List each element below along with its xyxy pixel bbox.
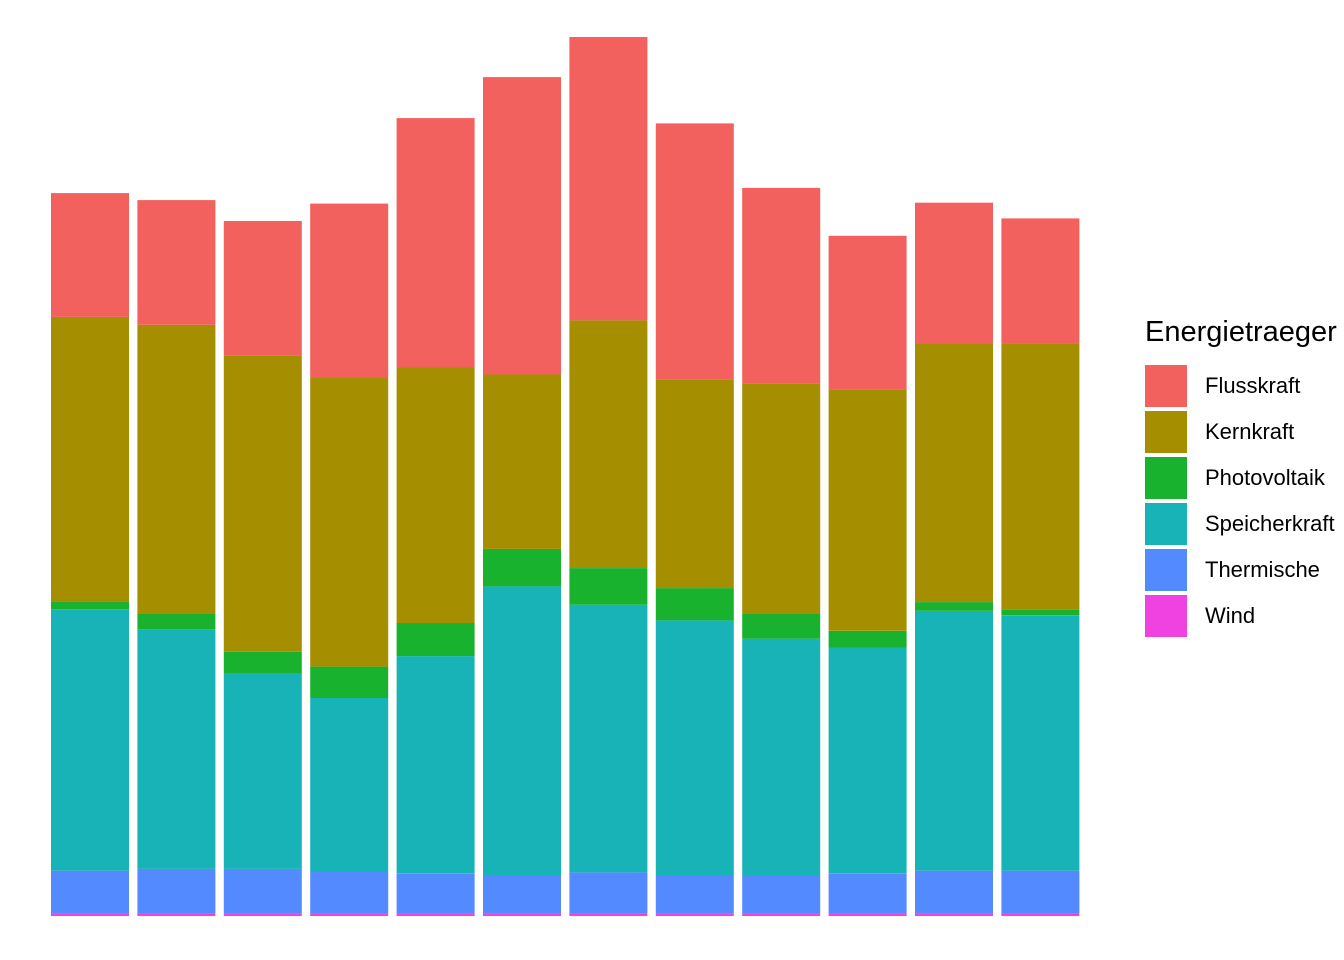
legend-key-speicherkraft: [1145, 503, 1187, 545]
legend-key-photovoltaik: [1145, 457, 1187, 499]
stacked-bar-chart: [51, 37, 1080, 916]
bar-thermische-6: [483, 875, 561, 914]
bar-speicherkraft-4: [310, 698, 389, 872]
bar-photovoltaik-3: [223, 651, 302, 674]
legend-label-photovoltaik: Photovoltaik: [1205, 465, 1325, 490]
bar-speicherkraft-6: [483, 586, 561, 875]
bar-wind-4: [310, 913, 389, 916]
bar-speicherkraft-5: [396, 656, 475, 874]
bar-speicherkraft-12: [1001, 615, 1080, 871]
bar-flusskraft-2: [137, 200, 216, 325]
legend-key-kernkraft: [1145, 411, 1187, 453]
bar-photovoltaik-5: [396, 623, 475, 657]
legend-label-kernkraft: Kernkraft: [1205, 419, 1295, 444]
legend-label-thermische: Thermische: [1205, 557, 1320, 582]
bar-speicherkraft-3: [223, 673, 302, 869]
bar-photovoltaik-11: [915, 602, 993, 611]
bar-wind-12: [1001, 913, 1080, 916]
bar-flusskraft-9: [742, 187, 821, 384]
bar-flusskraft-8: [655, 123, 734, 380]
legend-item-wind: Wind: [1145, 593, 1337, 639]
bar-speicherkraft-2: [137, 629, 216, 869]
bar-thermische-12: [1001, 870, 1080, 914]
bar-photovoltaik-7: [569, 568, 648, 605]
bar-photovoltaik-2: [137, 613, 216, 630]
legend-item-photovoltaik: Photovoltaik: [1145, 455, 1337, 501]
bar-flusskraft-6: [483, 77, 561, 375]
bar-wind-1: [51, 913, 129, 916]
bar-photovoltaik-1: [51, 601, 129, 609]
bar-wind-3: [223, 913, 302, 916]
bar-wind-10: [828, 913, 907, 916]
bar-kernkraft-3: [223, 355, 302, 652]
bar-wind-9: [742, 913, 821, 916]
bar-thermische-11: [915, 870, 993, 914]
bar-photovoltaik-10: [828, 630, 907, 648]
bar-kernkraft-4: [310, 378, 389, 667]
bar-photovoltaik-9: [742, 613, 821, 639]
legend-item-thermische: Thermische: [1145, 547, 1337, 593]
bar-flusskraft-5: [396, 118, 475, 368]
bar-wind-7: [569, 913, 648, 916]
bar-kernkraft-5: [396, 367, 475, 623]
legend-item-flusskraft: Flusskraft: [1145, 363, 1337, 409]
bar-photovoltaik-4: [310, 666, 389, 698]
bar-photovoltaik-12: [1001, 609, 1080, 616]
bar-photovoltaik-8: [655, 588, 734, 621]
legend-key-flusskraft: [1145, 365, 1187, 407]
bar-kernkraft-12: [1001, 343, 1080, 610]
bar-photovoltaik-6: [483, 548, 561, 587]
bar-flusskraft-7: [569, 37, 648, 321]
bar-thermische-4: [310, 871, 389, 914]
legend-key-thermische: [1145, 549, 1187, 591]
legend: Energietraeger Flusskraft Kernkraft Phot…: [1145, 316, 1337, 639]
bar-kernkraft-7: [569, 320, 648, 568]
bar-thermische-1: [51, 870, 129, 914]
bar-kernkraft-1: [51, 316, 129, 602]
legend-label-speicherkraft: Speicherkraft: [1205, 511, 1335, 536]
bar-flusskraft-11: [915, 202, 993, 344]
legend-item-kernkraft: Kernkraft: [1145, 409, 1337, 455]
bar-speicherkraft-9: [742, 638, 821, 875]
bar-speicherkraft-11: [915, 610, 993, 871]
bar-kernkraft-11: [915, 344, 993, 603]
bar-thermische-3: [223, 868, 302, 914]
bar-thermische-8: [655, 875, 734, 914]
bar-flusskraft-10: [828, 235, 907, 390]
legend-label-wind: Wind: [1205, 603, 1256, 628]
bar-flusskraft-4: [310, 203, 389, 378]
bar-thermische-10: [828, 873, 907, 914]
bar-flusskraft-3: [223, 221, 302, 356]
bar-thermische-5: [396, 873, 475, 914]
legend-title: Energietraeger: [1145, 316, 1337, 348]
bar-thermische-2: [137, 868, 216, 914]
bar-thermische-7: [569, 872, 648, 914]
bar-speicherkraft-1: [51, 609, 129, 871]
bar-kernkraft-9: [742, 383, 821, 614]
bar-kernkraft-6: [483, 374, 561, 549]
bar-speicherkraft-7: [569, 604, 648, 873]
legend-label-flusskraft: Flusskraft: [1205, 373, 1301, 398]
bar-wind-6: [483, 913, 561, 916]
bar-kernkraft-2: [137, 324, 216, 614]
bar-kernkraft-10: [828, 389, 907, 631]
bar-wind-2: [137, 913, 216, 916]
bar-wind-5: [396, 913, 475, 916]
bar-kernkraft-8: [655, 379, 734, 589]
bar-flusskraft-12: [1001, 218, 1080, 344]
bar-flusskraft-1: [51, 193, 129, 317]
bar-wind-8: [655, 913, 734, 916]
bar-speicherkraft-10: [828, 647, 907, 874]
bar-wind-11: [915, 913, 993, 916]
legend-item-speicherkraft: Speicherkraft: [1145, 501, 1337, 547]
legend-key-wind: [1145, 595, 1187, 637]
bar-speicherkraft-8: [655, 620, 734, 875]
bar-thermische-9: [742, 875, 821, 914]
